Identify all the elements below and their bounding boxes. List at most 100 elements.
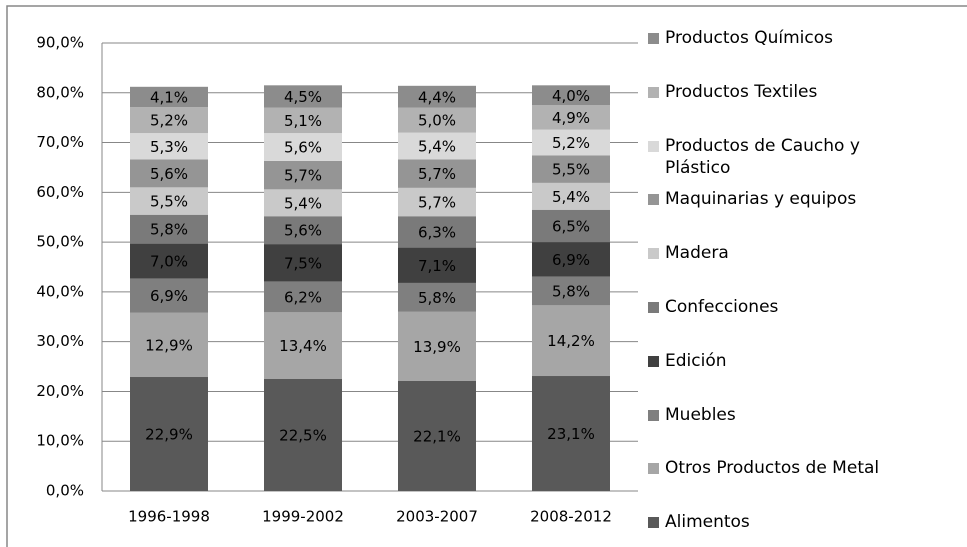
- bar-segment: [264, 133, 342, 161]
- data-label: 5,4%: [284, 194, 322, 212]
- legend-swatch: [648, 301, 659, 313]
- legend-item: Productos Químicos: [648, 27, 938, 49]
- x-tick-label: 1996-1998: [128, 508, 210, 526]
- bar-segment: [398, 380, 476, 491]
- data-label: 5,6%: [284, 139, 322, 157]
- y-tick-label: 10,0%: [36, 432, 84, 450]
- y-tick-label: 0,0%: [46, 482, 84, 500]
- data-label: 5,4%: [418, 138, 456, 156]
- data-label: 22,1%: [413, 427, 461, 445]
- bar-segment: [264, 85, 342, 108]
- data-label: 5,8%: [418, 289, 456, 307]
- bar-segment: [264, 281, 342, 313]
- data-label: 7,5%: [284, 254, 322, 272]
- bar-segment: [130, 312, 208, 378]
- legend-label: Productos Textiles: [665, 81, 818, 102]
- bar-segment: [130, 133, 208, 160]
- x-tick-label: 1999-2002: [262, 508, 344, 526]
- legend-swatch: [648, 33, 659, 44]
- legend-label: Madera: [665, 243, 729, 264]
- data-label: 5,8%: [552, 282, 590, 300]
- data-label: 6,3%: [418, 223, 456, 241]
- data-label: 4,9%: [552, 109, 590, 127]
- bar-segment: [264, 379, 342, 491]
- data-label: 6,5%: [552, 217, 590, 235]
- legend-item: Otros Productos de Metal: [648, 457, 938, 479]
- data-label: 4,1%: [150, 89, 188, 107]
- y-tick-label: 30,0%: [36, 332, 84, 350]
- data-label: 6,9%: [552, 251, 590, 269]
- data-label: 5,7%: [418, 165, 456, 183]
- bar-segment: [264, 216, 342, 245]
- legend-swatch: [648, 86, 659, 98]
- bar-segment: [532, 242, 610, 277]
- bar-segment: [398, 187, 476, 217]
- data-label: 5,2%: [150, 112, 188, 130]
- y-tick-label: 50,0%: [36, 233, 84, 251]
- legend-item: Edición: [648, 350, 938, 372]
- y-tick-label: 20,0%: [36, 382, 84, 400]
- data-label: 6,9%: [150, 287, 188, 305]
- bar-segment: [532, 209, 610, 243]
- bar-segment: [398, 311, 476, 381]
- bar-segment: [532, 85, 610, 106]
- data-label: 4,5%: [284, 88, 322, 106]
- y-tick-label: 70,0%: [36, 133, 84, 151]
- legend-swatch: [648, 140, 659, 152]
- bar-segment: [398, 107, 476, 133]
- bar-segment: [264, 189, 342, 217]
- legend-item: Muebles: [648, 404, 938, 426]
- data-label: 5,6%: [150, 165, 188, 183]
- bar-segment: [130, 278, 208, 313]
- data-label: 5,7%: [284, 167, 322, 185]
- data-label: 7,0%: [150, 253, 188, 271]
- legend-item: Alimentos: [648, 511, 938, 533]
- data-label: 13,9%: [413, 338, 461, 356]
- y-tick-label: 60,0%: [36, 183, 84, 201]
- data-label: 5,4%: [552, 188, 590, 206]
- bar-segment: [130, 187, 208, 215]
- bar-segment: [264, 107, 342, 134]
- legend-swatch: [648, 517, 659, 529]
- data-label: 5,5%: [552, 161, 590, 179]
- legend-item: Confecciones: [648, 296, 938, 318]
- legend-label: Muebles: [665, 404, 736, 425]
- legend-item: Madera: [648, 242, 938, 264]
- bar-segment: [398, 85, 476, 108]
- bar-segment: [532, 105, 610, 130]
- bar-segment: [130, 377, 208, 491]
- data-label: 22,9%: [145, 426, 193, 444]
- legend-label: Maquinarias y equipos: [665, 189, 857, 210]
- data-label: 12,9%: [145, 336, 193, 354]
- data-label: 5,6%: [284, 222, 322, 240]
- bar-segment: [398, 247, 476, 283]
- bar-segment: [398, 159, 476, 188]
- y-tick-label: 90,0%: [36, 34, 84, 52]
- data-label: 6,2%: [284, 288, 322, 306]
- data-label: 4,0%: [552, 87, 590, 105]
- legend-label: Confecciones: [665, 296, 779, 317]
- data-label: 5,5%: [150, 193, 188, 211]
- bar-segment: [130, 159, 208, 188]
- bar-segment: [264, 244, 342, 282]
- data-label: 5,0%: [418, 112, 456, 130]
- data-label: 22,5%: [279, 427, 327, 445]
- data-label: 7,1%: [418, 257, 456, 275]
- legend-label: Productos Químicos: [665, 28, 833, 48]
- legend-label: Edición: [665, 350, 727, 371]
- legend-swatch: [648, 194, 659, 206]
- data-label: 5,2%: [552, 134, 590, 152]
- x-tick-label: 2008-2012: [530, 508, 612, 526]
- data-label: 14,2%: [547, 332, 595, 350]
- data-label: 5,8%: [150, 221, 188, 239]
- bar-segment: [398, 216, 476, 248]
- legend-swatch: [648, 463, 659, 475]
- bar-segment: [264, 160, 342, 190]
- bar-segment: [398, 132, 476, 160]
- bar-segment: [264, 312, 342, 379]
- data-label: 23,1%: [547, 425, 595, 443]
- y-tick-label: 40,0%: [36, 282, 84, 300]
- legend-swatch: [648, 409, 659, 421]
- data-label: 5,1%: [284, 112, 322, 130]
